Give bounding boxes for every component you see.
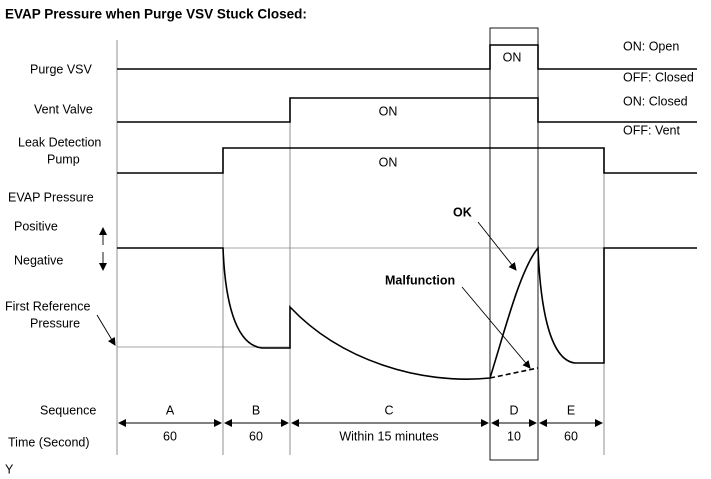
label: First Reference [5, 299, 90, 313]
sequence-step: D [509, 403, 518, 417]
sequence-step: A [166, 403, 175, 417]
arrow [96, 314, 116, 346]
label: Purge VSV [30, 62, 93, 76]
malfunction-curve [489, 367, 539, 379]
state-label: ON: Open [623, 39, 679, 53]
phase-lines [116, 27, 605, 461]
label: Vent Valve [34, 102, 93, 116]
label: Leak Detection [18, 135, 101, 149]
state-label: ON: Closed [623, 94, 688, 108]
footnote: Y [5, 462, 14, 476]
sequence-step: C [384, 403, 393, 417]
pump-signal [117, 147, 697, 174]
sequence-step: E [567, 403, 575, 417]
on-label: ON [379, 104, 398, 118]
vent-signal [117, 97, 697, 123]
label: EVAP Pressure [8, 190, 94, 204]
state-label: OFF: Vent [623, 123, 680, 137]
on-label: ON [379, 155, 398, 169]
time-step: 60 [163, 429, 177, 443]
arrow [477, 221, 517, 271]
time-step: 10 [507, 429, 521, 443]
steps: A B C D E 60 60 Within 15 minutes 10 60 [163, 403, 578, 443]
label: Positive [14, 219, 58, 233]
ok-label: OK [453, 205, 472, 219]
purge-signal [117, 44, 697, 70]
label: Negative [14, 253, 63, 267]
on-label: ON [503, 50, 522, 64]
time-step: Within 15 minutes [339, 429, 438, 443]
label: Time (Second) [8, 435, 90, 449]
pressure-curve [117, 245, 697, 380]
time-step: 60 [564, 429, 578, 443]
title: EVAP Pressure when Purge VSV Stuck Close… [5, 7, 307, 22]
malfunction-label: Malfunction [385, 273, 455, 287]
sequence-step: B [252, 403, 260, 417]
label: Pressure [30, 316, 80, 330]
arrow [461, 286, 531, 369]
label: Sequence [40, 403, 96, 417]
time-step: 60 [249, 429, 263, 443]
state-label: OFF: Closed [623, 70, 694, 84]
label: Pump [47, 152, 80, 166]
